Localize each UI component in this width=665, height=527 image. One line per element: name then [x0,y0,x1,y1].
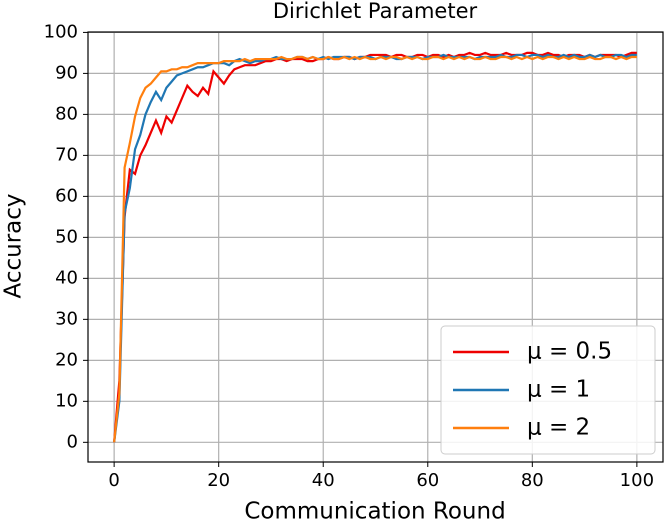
y-tick-label: 50 [55,226,78,247]
y-tick-label: 90 [55,62,78,83]
x-tick-label: 60 [416,470,439,491]
legend-label: μ = 2 [527,415,590,441]
y-tick-label: 0 [67,431,78,452]
chart-title: Dirichlet Parameter [273,0,478,23]
y-tick-label: 80 [55,103,78,124]
y-tick-label: 70 [55,144,78,165]
x-tick-label: 20 [207,470,230,491]
x-tick-label: 100 [620,470,654,491]
data-line [113,55,637,443]
x-tick-label: 0 [108,470,119,491]
y-tick-label: 60 [55,185,78,206]
y-tick-label: 10 [55,390,78,411]
y-tick-label: 40 [55,267,78,288]
x-tick-label: 40 [312,470,335,491]
data-line [113,51,637,443]
x-axis-label: Communication Round [244,499,505,525]
legend-box [440,325,656,455]
x-tick-label: 80 [521,470,544,491]
plot-frame [87,31,664,463]
legend-label: μ = 1 [527,377,590,403]
y-tick-label: 100 [44,21,78,42]
y-tick-label: 30 [55,308,78,329]
y-tick-label: 20 [55,349,78,370]
y-axis-label: Accuracy [1,193,27,298]
legend-label: μ = 0.5 [527,339,612,365]
